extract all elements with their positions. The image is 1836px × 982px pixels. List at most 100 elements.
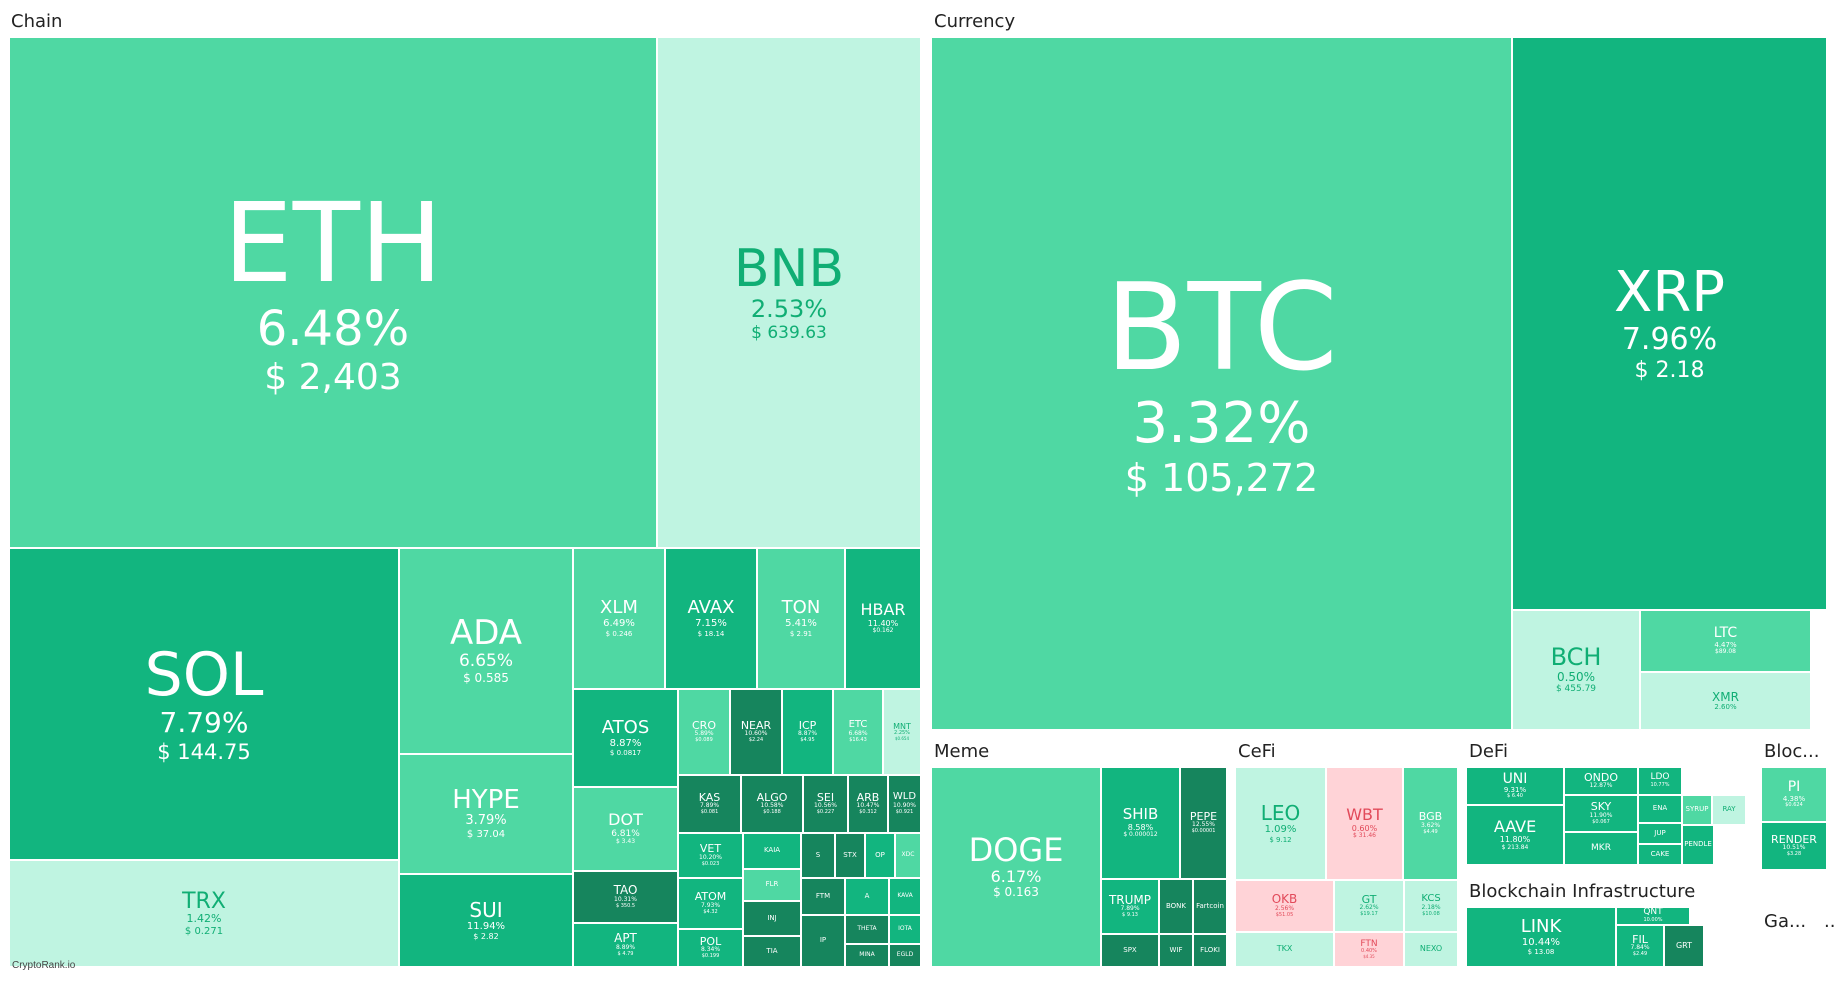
- tile-btc[interactable]: BTC 3.32% $ 105,272: [931, 37, 1512, 730]
- tile-ltc[interactable]: LTC 4.47% $89.08: [1640, 610, 1811, 672]
- tile-spx[interactable]: SPX: [1101, 934, 1159, 967]
- tile-wld[interactable]: WLD 10.90% $0.921: [888, 775, 921, 833]
- tile-tkx[interactable]: TKX: [1235, 932, 1334, 967]
- percent-change: 10.77%: [1650, 781, 1670, 788]
- tile-link[interactable]: LINK 10.44% $ 13.08: [1466, 907, 1616, 967]
- tile-cake[interactable]: CAKE: [1638, 844, 1682, 865]
- price: $0.162: [872, 627, 894, 635]
- tile-xlm[interactable]: XLM 6.49% $ 0.246: [573, 548, 665, 689]
- tile-uni[interactable]: UNI 9.31% $ 6.40: [1466, 767, 1564, 805]
- tile-stx[interactable]: STX: [835, 833, 865, 878]
- tile-sky[interactable]: SKY 11.90% $0.067: [1564, 795, 1638, 832]
- percent-change: 10.00%: [1643, 916, 1663, 923]
- tile-mkr[interactable]: MKR: [1564, 832, 1638, 865]
- tile-wbt[interactable]: WBT 0.60% $ 31.46: [1326, 767, 1403, 880]
- tile-xmr[interactable]: XMR 2.60%: [1640, 672, 1811, 730]
- tile-kaia[interactable]: KAIA: [743, 833, 801, 869]
- tile-tao[interactable]: TAO 10.31% $ 350.5: [573, 871, 678, 923]
- tile-sol[interactable]: SOL 7.79% $ 144.75: [9, 548, 399, 860]
- tile-iota[interactable]: IOTA: [889, 915, 921, 944]
- symbol: ATOM: [694, 890, 727, 904]
- tile-ip[interactable]: IP: [801, 915, 845, 967]
- tile-apt[interactable]: APT 8.89% $ 4.79: [573, 923, 678, 967]
- tile-raydium[interactable]: RAY: [1712, 795, 1746, 825]
- tile-trump[interactable]: TRUMP 7.89% $ 9.13: [1101, 879, 1159, 934]
- tile-tia[interactable]: TIA: [743, 936, 801, 967]
- tile-near[interactable]: NEAR 10.60% $2.24: [730, 689, 782, 775]
- tile-kas[interactable]: KAS 7.89% $0.081: [678, 775, 741, 833]
- tile-ada[interactable]: ADA 6.65% $ 0.585: [399, 548, 573, 754]
- tile-dot[interactable]: DOT 6.81% $ 3.43: [573, 787, 678, 871]
- tile-etc[interactable]: ETC 6.68% $16.43: [833, 689, 883, 775]
- tile-mina[interactable]: MINA: [845, 944, 889, 967]
- symbol: AAVE: [1493, 816, 1537, 836]
- tile-sui[interactable]: SUI 11.94% $ 2.82: [399, 874, 573, 967]
- tile-syrup[interactable]: SYRUP: [1682, 795, 1712, 825]
- tile-flr[interactable]: FLR: [743, 869, 801, 901]
- tile-avax[interactable]: AVAX 7.15% $ 18.14: [665, 548, 757, 689]
- tile-algo[interactable]: ALGO 10.58% $0.188: [741, 775, 803, 833]
- tile-icp[interactable]: ICP 8.87% $4.95: [782, 689, 833, 775]
- symbol: CRO: [692, 718, 716, 732]
- tile-atom[interactable]: ATOM 7.93% $4.32: [678, 878, 743, 929]
- tile-hype[interactable]: HYPE 3.79% $ 37.04: [399, 754, 573, 874]
- tile-op[interactable]: OP: [865, 833, 895, 878]
- tile-ondo[interactable]: ONDO 12.87%: [1564, 767, 1638, 795]
- price: $ 0.163: [993, 885, 1039, 900]
- tile-vet[interactable]: VET 10.20% $0.023: [678, 833, 743, 878]
- tile-gt[interactable]: GT 2.62% $19.17: [1334, 880, 1404, 932]
- tile-shib[interactable]: SHIB 8.58% $ 0.000012: [1101, 767, 1180, 879]
- tile-xrp[interactable]: XRP 7.96% $ 2.18: [1512, 37, 1827, 610]
- tile-fil[interactable]: FIL 7.84% $2.49: [1616, 925, 1664, 967]
- tile-jup[interactable]: JUP: [1638, 823, 1682, 844]
- tile-bnb[interactable]: BNB 2.53% $ 639.63: [657, 37, 921, 548]
- tile-theta[interactable]: THETA: [845, 915, 889, 944]
- tile-a[interactable]: A: [845, 878, 889, 915]
- tile-nexo[interactable]: NEXO: [1404, 932, 1458, 967]
- tile-arb[interactable]: ARB 10.47% $0.312: [848, 775, 888, 833]
- tile-ftn[interactable]: FTN 0.40% $4.35: [1334, 932, 1404, 967]
- tile-lido[interactable]: LDO 10.77%: [1638, 767, 1682, 795]
- symbol: LEO: [1260, 801, 1301, 826]
- tile-floki[interactable]: FLOKI: [1193, 934, 1227, 967]
- tile-bonk[interactable]: BONK: [1159, 879, 1193, 934]
- tile-ton[interactable]: TON 5.41% $ 2.91: [757, 548, 845, 689]
- tile-s[interactable]: S: [801, 833, 835, 878]
- tile-kava[interactable]: KAVA: [889, 878, 921, 915]
- tile-hbar[interactable]: HBAR 11.40% $0.162: [845, 548, 921, 689]
- price: $0.921: [895, 808, 914, 815]
- tile-sei[interactable]: SEI 10.56% $0.227: [803, 775, 848, 833]
- tile-ena[interactable]: ENA: [1638, 795, 1682, 823]
- tile-pol[interactable]: POL 8.34% $0.199: [678, 929, 743, 967]
- tile-ftm[interactable]: FTM: [801, 878, 845, 915]
- percent-change: 7.89%: [1120, 905, 1140, 913]
- tile-xdc[interactable]: XDC: [895, 833, 921, 878]
- percent-change: 12.55%: [1192, 821, 1215, 829]
- tile-aave[interactable]: AAVE 11.80% $ 213.84: [1466, 805, 1564, 865]
- tile-leo[interactable]: LEO 1.09% $ 9.12: [1235, 767, 1326, 880]
- tile-okb[interactable]: OKB 2.56% $51.05: [1235, 880, 1334, 932]
- tile-mnt[interactable]: MNT 2.25% $0.654: [883, 689, 921, 775]
- tile-bch[interactable]: BCH 0.50% $ 455.79: [1512, 610, 1640, 730]
- tile-atos[interactable]: ATOS 8.87% $ 0.0817: [573, 689, 678, 787]
- tile-pepe[interactable]: PEPE 12.55% $0.00001: [1180, 767, 1227, 879]
- percent-change: 3.62%: [1420, 821, 1441, 829]
- tile-trx[interactable]: TRX 1.42% $ 0.271: [9, 860, 399, 967]
- tile-inj[interactable]: INJ: [743, 901, 801, 936]
- tile-qnt[interactable]: QNT 10.00%: [1616, 907, 1690, 925]
- tile-pendle[interactable]: PENDLE: [1682, 825, 1714, 865]
- tile-eth[interactable]: ETH 6.48% $ 2,403: [9, 37, 657, 548]
- tile-wif[interactable]: WIF: [1159, 934, 1193, 967]
- price: $ 6.40: [1507, 793, 1523, 800]
- tile-fartcoin[interactable]: Fartcoin: [1193, 879, 1227, 934]
- symbol: PEPE: [1189, 809, 1218, 823]
- tile-grt[interactable]: GRT: [1664, 925, 1704, 967]
- tile-render[interactable]: RENDER 10.51% $3.28: [1761, 822, 1827, 870]
- tile-doge[interactable]: DOGE 6.17% $ 0.163: [931, 767, 1101, 967]
- tile-kcs[interactable]: KCS 2.18% $10.08: [1404, 880, 1458, 932]
- tile-egld[interactable]: EGLD: [889, 944, 921, 967]
- tile-bgb[interactable]: BGB 3.62% $4.49: [1403, 767, 1458, 880]
- tile-cro[interactable]: CRO 5.89% $0.089: [678, 689, 730, 775]
- percent-change: 7.96%: [1621, 322, 1718, 357]
- tile-pi[interactable]: PI 4.38% $0.624: [1761, 767, 1827, 822]
